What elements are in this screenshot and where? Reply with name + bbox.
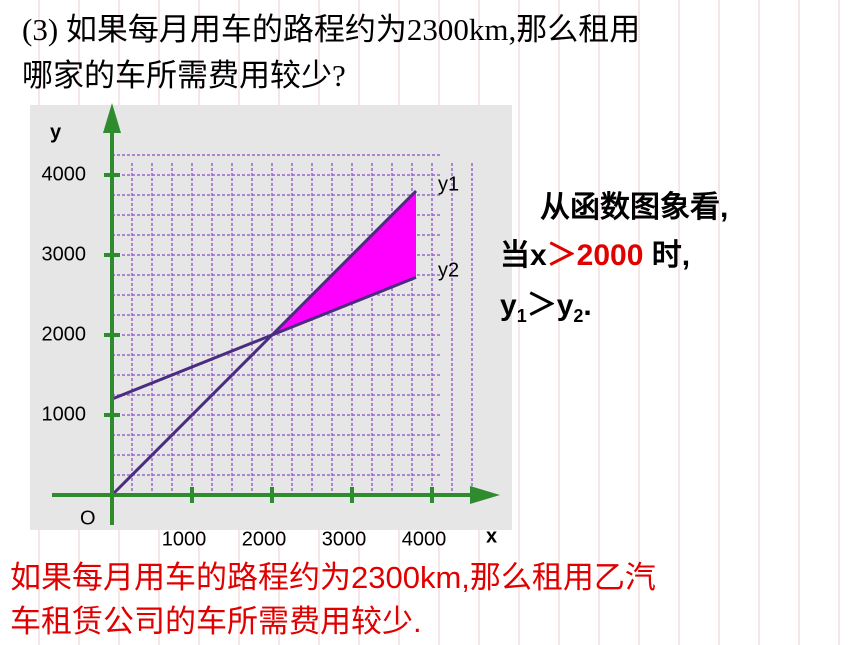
x-tick-label: 3000	[322, 528, 367, 550]
note: 时,	[643, 239, 691, 272]
conclusion: 如果每月用车的路程约为2300km,那么租用乙汽	[10, 560, 656, 595]
y-tick-label: 2000	[42, 323, 87, 345]
y-axis-label: y	[50, 121, 62, 143]
origin-label: O	[80, 507, 96, 529]
x-tick-label: 4000	[402, 528, 447, 550]
series-line	[111, 276, 417, 401]
x-axis-label: x	[486, 525, 497, 547]
note: ＞y	[526, 289, 574, 322]
note: ＞2000	[546, 239, 644, 272]
note: 当x＞2000 时,	[500, 230, 690, 274]
note: .	[583, 289, 592, 322]
y-tick-label: 1000	[42, 403, 87, 425]
x-tick-label: 2000	[242, 528, 287, 550]
conclusion: 车租赁公司的车所需费用较少.	[10, 604, 422, 639]
y-tick-label: 4000	[42, 163, 87, 185]
note: y1＞y2.	[500, 280, 592, 327]
question: 哪家的车所需费用较少?	[22, 58, 346, 93]
y-tick-label: 3000	[42, 243, 87, 265]
x-tick-label: 1000	[162, 528, 207, 550]
note: 从函数图象看,	[540, 191, 729, 224]
note: 当x	[500, 239, 547, 272]
note: 2	[573, 306, 584, 326]
x-axis-arrow	[470, 486, 500, 504]
question: (3) 如果每月用车的路程约为2300km,那么租用	[22, 12, 641, 47]
note: y	[500, 289, 517, 322]
series-label: y1	[438, 173, 459, 195]
y-axis-arrow	[103, 103, 121, 133]
plot-background	[30, 105, 512, 530]
series-label: y2	[438, 260, 459, 282]
note: 1	[516, 306, 527, 326]
